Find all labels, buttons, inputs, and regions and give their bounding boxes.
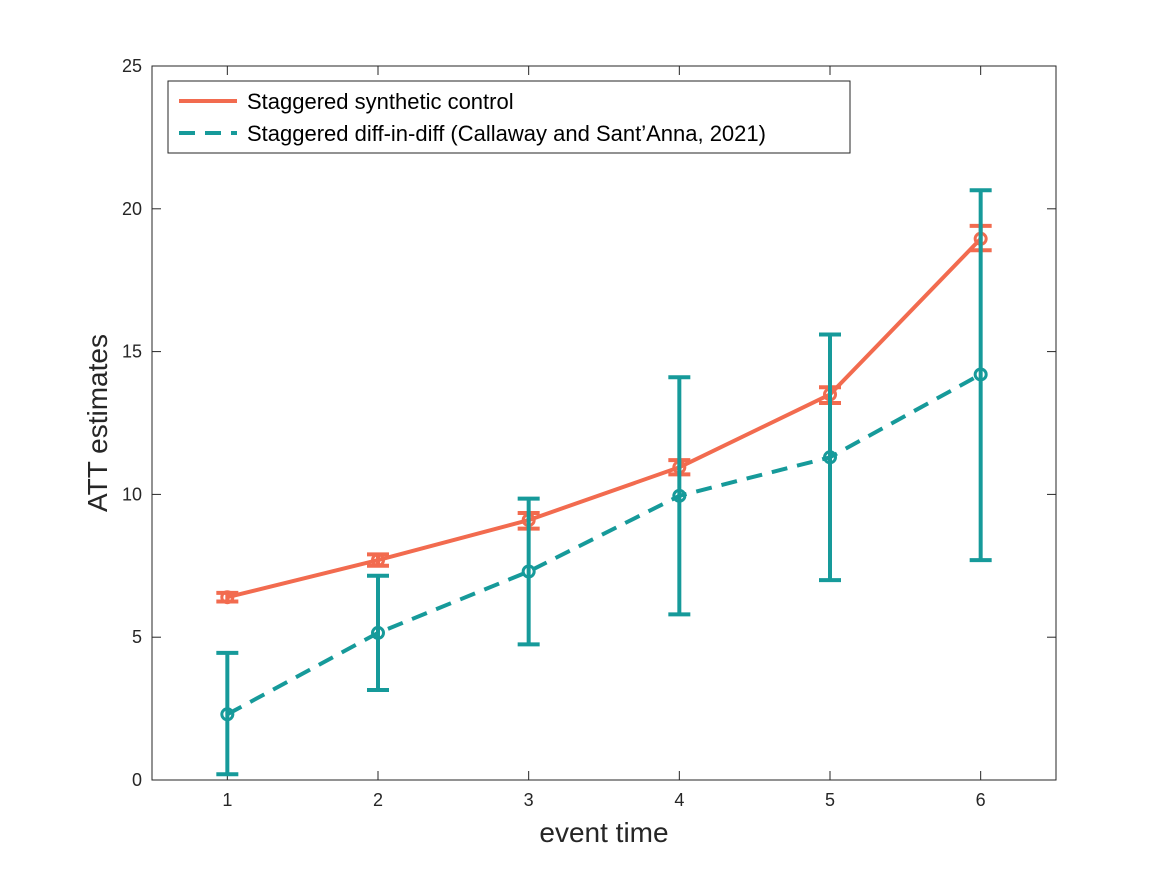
error-bar — [216, 650, 239, 777]
series-2 — [216, 188, 992, 777]
data-point-marker — [521, 564, 536, 579]
y-tick-label: 15 — [122, 342, 142, 362]
data-point-marker — [973, 367, 988, 382]
error-bar — [367, 573, 389, 693]
x-tick-label: 6 — [976, 790, 986, 810]
data-point-marker — [371, 553, 385, 568]
error-bar — [668, 375, 691, 617]
x-axis-label: event time — [539, 817, 668, 848]
x-tick-label: 2 — [373, 790, 383, 810]
y-tick-label: 20 — [122, 199, 142, 219]
y-tick-label: 10 — [122, 484, 142, 504]
y-axis-label: ATT estimates — [82, 334, 113, 512]
series-line — [226, 372, 982, 717]
error-bar — [969, 188, 992, 563]
data-point-marker — [672, 488, 687, 503]
y-tick-label: 0 — [132, 770, 142, 790]
y-tick-label: 5 — [132, 627, 142, 647]
data-point-marker — [823, 450, 837, 465]
data-point-marker — [220, 590, 235, 605]
x-tick-label: 1 — [222, 790, 232, 810]
data-point-marker — [220, 707, 235, 722]
data-point-marker — [371, 625, 385, 640]
series-layer — [216, 188, 992, 777]
legend-box — [167, 80, 851, 154]
x-tick-label: 3 — [524, 790, 534, 810]
series-line — [226, 237, 983, 600]
legend-label-1: Staggered synthetic control — [247, 89, 514, 114]
x-tick-label: 4 — [674, 790, 684, 810]
axes: 1 2 3 4 5 6 0 5 10 15 20 25 — [122, 56, 1057, 810]
legend: Staggered synthetic control Staggered dif… — [167, 80, 851, 154]
plot-area — [152, 66, 1056, 780]
error-bar — [517, 496, 540, 647]
legend-label-2: Staggered diff-in-diff (Callaway and San… — [247, 121, 766, 146]
axes-box — [151, 65, 1057, 781]
y-tick-label: 25 — [122, 56, 142, 76]
error-bar — [819, 332, 841, 583]
x-tick-label: 5 — [825, 790, 835, 810]
